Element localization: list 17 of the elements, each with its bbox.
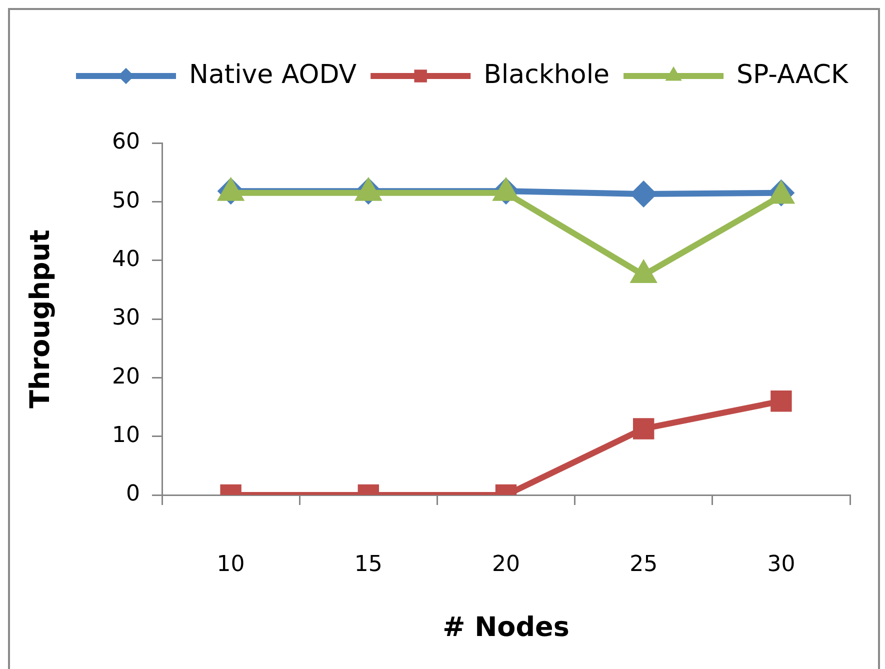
y-tick-label: 0 [126, 482, 140, 507]
y-axis-title: Throughput [25, 230, 56, 408]
y-tick-label: 50 [112, 188, 140, 214]
y-tick-label: 40 [112, 247, 140, 272]
x-axis-title: # Nodes [442, 612, 570, 643]
x-tick-label: 10 [216, 552, 245, 577]
y-tick-label: 30 [112, 306, 140, 331]
legend-label: Blackhole [484, 60, 610, 90]
x-tick-label: 30 [767, 552, 796, 577]
x-tick-label: 15 [354, 552, 382, 577]
x-tick-label: 20 [492, 552, 520, 577]
legend-label: Native AODV [188, 60, 357, 90]
y-tick-label: 20 [112, 364, 140, 390]
y-tick-label: 10 [112, 423, 140, 448]
y-tick-label: 60 [112, 130, 140, 155]
legend-label: SP-AACK [736, 60, 849, 90]
x-tick-label: 25 [630, 552, 658, 577]
